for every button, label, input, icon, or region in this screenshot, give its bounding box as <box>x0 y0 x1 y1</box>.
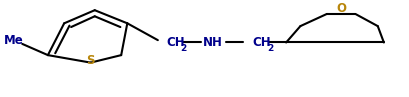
Text: CH: CH <box>166 36 184 49</box>
Text: O: O <box>336 2 346 15</box>
Text: CH: CH <box>252 36 271 49</box>
Text: S: S <box>86 54 95 67</box>
Text: 2: 2 <box>181 44 187 53</box>
Text: 2: 2 <box>267 44 273 53</box>
Text: Me: Me <box>3 34 23 47</box>
Text: NH: NH <box>203 36 223 49</box>
